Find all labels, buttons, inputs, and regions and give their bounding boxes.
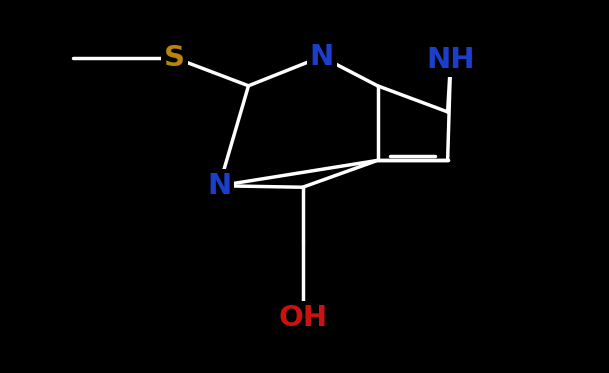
Text: OH: OH <box>278 304 327 332</box>
Text: N: N <box>309 43 334 71</box>
Text: S: S <box>164 44 185 72</box>
Text: N: N <box>207 172 231 200</box>
Text: NH: NH <box>426 46 475 74</box>
